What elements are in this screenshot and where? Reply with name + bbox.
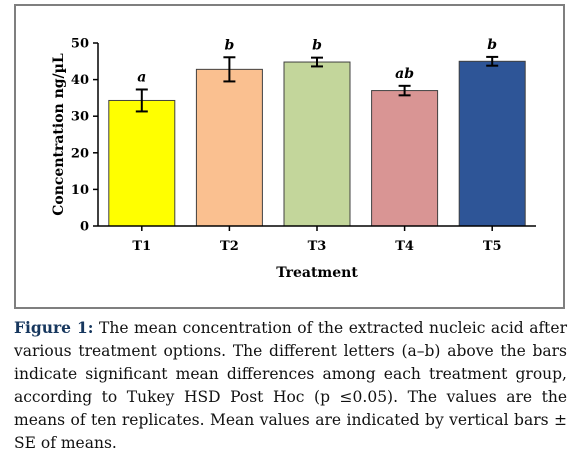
y-tick-label: 30 <box>71 110 89 125</box>
y-tick-label: 10 <box>71 183 89 198</box>
bars <box>108 60 526 227</box>
caption-label: Figure 1: <box>14 318 94 337</box>
bar <box>195 68 263 227</box>
significance-letter: ab <box>395 66 414 82</box>
x-tick-label: T1 <box>132 239 151 254</box>
x-tick-label: T3 <box>308 239 327 254</box>
y-tick-label: 40 <box>71 73 89 88</box>
bar <box>108 99 176 227</box>
x-tick-label: T2 <box>220 239 239 254</box>
y-tick-label: 50 <box>71 37 89 52</box>
bar <box>371 90 439 227</box>
y-axis-title: Concentration ng/µL <box>51 53 67 216</box>
y-axis-ticks: 0 10 20 30 40 50 <box>71 37 98 235</box>
bar <box>458 60 526 227</box>
x-tick-label: T4 <box>395 239 414 254</box>
y-tick-label: 20 <box>71 146 89 161</box>
figure-frame: 0 10 20 30 40 50 a b b ab b T1 T2 T3 T4 T5 Treatment … <box>14 4 565 309</box>
x-tick-label: T5 <box>483 239 502 254</box>
x-axis-title: Treatment <box>276 265 358 281</box>
significance-letter: b <box>487 37 497 53</box>
error-bars <box>135 55 499 113</box>
significance-letter: b <box>225 37 235 53</box>
significance-letter: a <box>137 69 146 85</box>
significance-letter: b <box>312 38 322 54</box>
caption-text: The mean concentration of the extracted … <box>14 319 567 452</box>
y-tick-label: 0 <box>80 220 89 235</box>
x-axis-ticks: T1 T2 T3 T4 T5 <box>132 226 502 254</box>
figure-caption: Figure 1: The mean concentration of the … <box>14 316 567 455</box>
bar <box>283 61 351 227</box>
